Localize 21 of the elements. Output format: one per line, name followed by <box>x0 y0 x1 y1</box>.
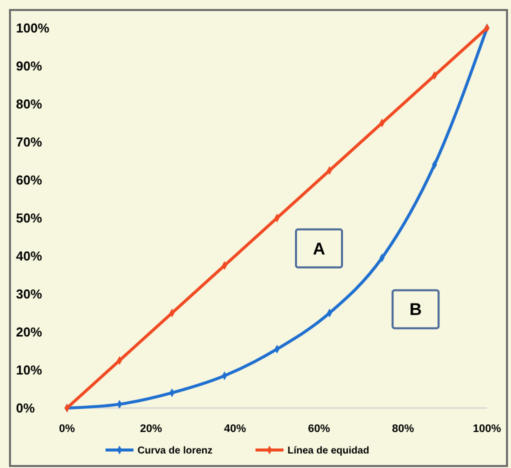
x-tick-label: 60% <box>308 423 330 435</box>
y-tick-label: 10% <box>16 362 42 378</box>
annotation: A <box>312 239 326 258</box>
x-tick-label: 40% <box>224 423 246 435</box>
y-tick-label: 30% <box>16 286 42 302</box>
y-tick-label: 50% <box>16 210 42 226</box>
y-tick-label: 20% <box>16 324 42 340</box>
y-tick-label: 80% <box>16 96 42 112</box>
y-tick-label: 0% <box>16 400 36 416</box>
x-tick-label: 0% <box>59 423 76 435</box>
x-tick-label: 20% <box>140 423 162 435</box>
x-tick-label: 100% <box>472 423 502 435</box>
annotation: B <box>409 300 422 320</box>
y-tick-label: 60% <box>16 172 42 188</box>
legend-label: Línea de equidad <box>288 446 370 456</box>
legend-label: Curva de lorenz <box>138 446 213 456</box>
y-tick-label: 70% <box>16 134 42 150</box>
y-tick-label: 100% <box>16 20 50 36</box>
y-tick-label: 40% <box>16 248 42 264</box>
y-tick-label: 90% <box>16 58 42 74</box>
x-tick-label: 80% <box>392 423 414 435</box>
